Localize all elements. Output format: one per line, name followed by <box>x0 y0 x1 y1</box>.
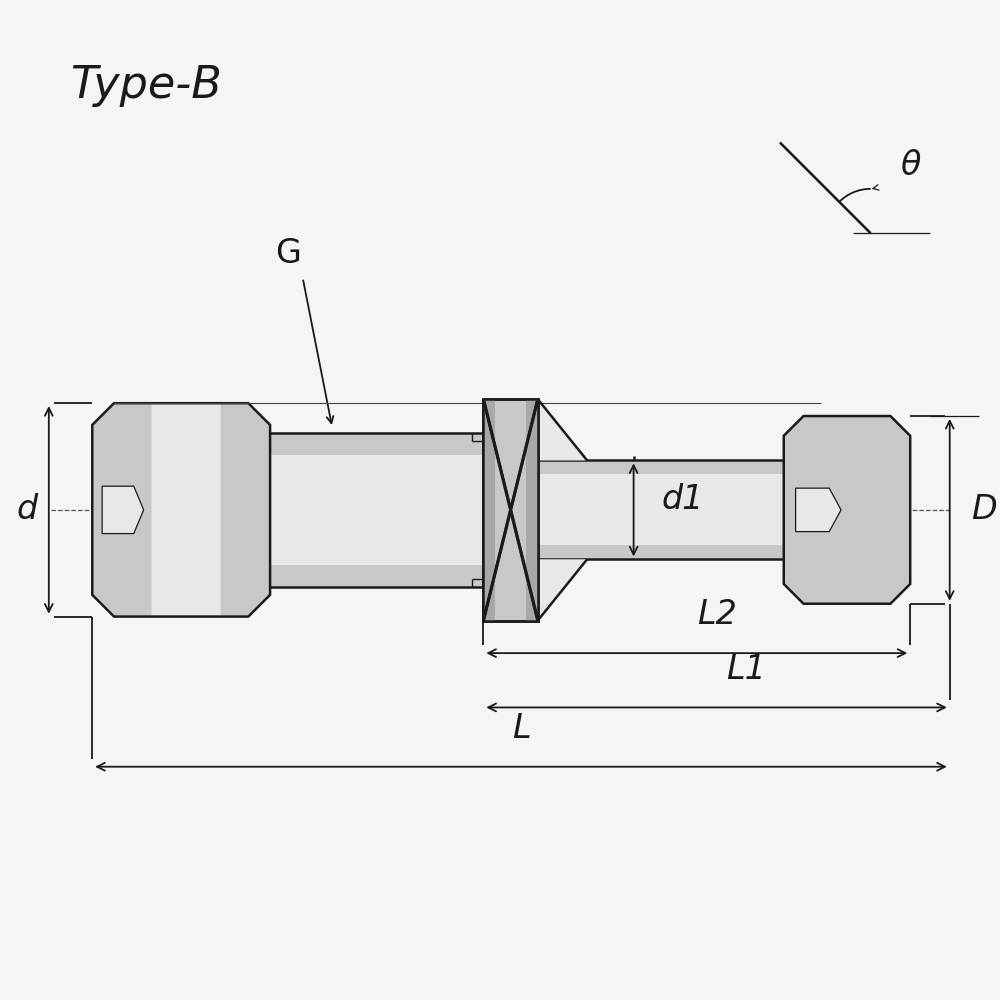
Polygon shape <box>538 460 784 559</box>
Polygon shape <box>102 486 144 534</box>
Text: G: G <box>275 237 301 270</box>
Polygon shape <box>538 523 587 621</box>
Polygon shape <box>270 433 485 455</box>
Polygon shape <box>152 403 221 617</box>
Polygon shape <box>221 403 270 617</box>
Text: L1: L1 <box>726 653 766 686</box>
Polygon shape <box>784 416 843 604</box>
Text: Type-B: Type-B <box>71 64 222 107</box>
Polygon shape <box>483 399 495 621</box>
Polygon shape <box>538 492 784 528</box>
Polygon shape <box>526 399 538 621</box>
Polygon shape <box>784 416 910 604</box>
Text: d: d <box>17 493 38 526</box>
Text: L: L <box>512 712 530 745</box>
Polygon shape <box>92 403 152 617</box>
Polygon shape <box>483 399 538 621</box>
Polygon shape <box>270 433 485 587</box>
Polygon shape <box>538 399 587 497</box>
Text: θ: θ <box>900 149 921 182</box>
Polygon shape <box>843 416 910 604</box>
Polygon shape <box>92 403 270 617</box>
Text: D: D <box>971 493 997 526</box>
Polygon shape <box>796 488 841 532</box>
Polygon shape <box>270 565 485 587</box>
Polygon shape <box>538 545 784 559</box>
Polygon shape <box>538 460 784 474</box>
Text: d1: d1 <box>661 484 704 516</box>
Text: L2: L2 <box>697 598 737 631</box>
